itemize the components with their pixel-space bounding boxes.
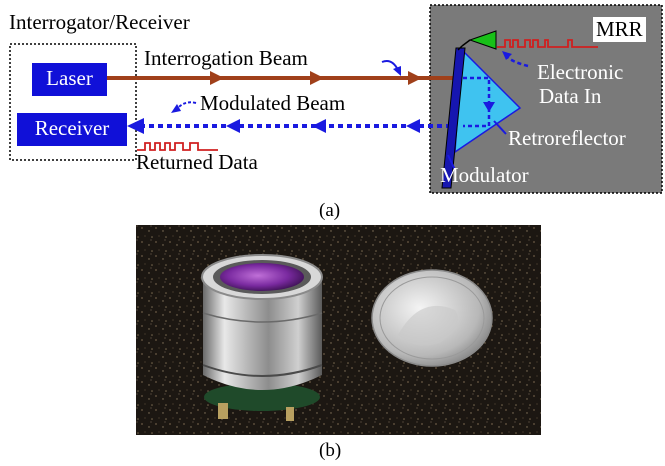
electronic-data-label: Electronic Data In [537, 60, 623, 108]
modulated-beam-arrow-1 [226, 119, 240, 133]
interrogation-beam-label: Interrogation Beam [144, 46, 308, 70]
mrr-can-body [203, 277, 322, 390]
laser-box [32, 63, 107, 96]
electronic-data-label-line1: Electronic [537, 60, 624, 84]
interrogation-beam-arrow-1 [210, 71, 224, 85]
retroreflector-pointer [493, 120, 507, 135]
transmitter-icon [468, 30, 497, 50]
modulated-beam-arrow-3 [406, 119, 420, 133]
electronic-data-label-line2: Data In [539, 84, 602, 109]
modulated-beam-arrow-2 [312, 119, 326, 133]
mrr-lens [220, 263, 304, 291]
returned-data-label: Returned Data [136, 150, 258, 174]
interrogation-beam-arrow-3 [408, 71, 422, 85]
modulator-label: Modulator [440, 163, 529, 187]
modulator-bar [441, 47, 466, 189]
returned-data-pulses [137, 142, 218, 151]
panel-b-caption: (b) [319, 440, 342, 461]
mrr-photo [136, 225, 541, 435]
receiver-label: Receiver [34, 116, 110, 140]
retroreflector-label: Retroreflector [508, 126, 626, 150]
modulator-pointer [447, 154, 456, 171]
panel-a-caption: (a) [319, 200, 341, 221]
modulated-beam-arrowhead [127, 118, 144, 134]
electronic-data-pulses [497, 39, 598, 48]
interrogator-box [9, 43, 137, 161]
modulated-beam-label: Modulated Beam [200, 91, 346, 115]
interrogation-beam-arrow-2 [310, 71, 324, 85]
interrogator-title: Interrogator/Receiver [9, 10, 190, 34]
laser-label: Laser [46, 66, 93, 90]
circuit-board [204, 383, 320, 411]
receiver-box [17, 113, 127, 146]
mrr-label: MRR [593, 17, 646, 42]
